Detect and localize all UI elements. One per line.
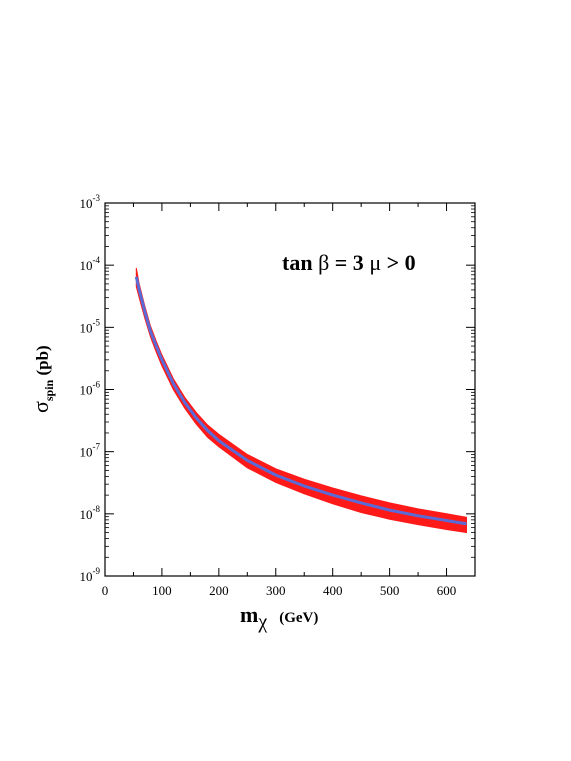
y-tick-base: 10	[80, 320, 93, 335]
annotation-beta: β	[318, 250, 329, 275]
y-tick-label: 10-8	[80, 504, 101, 522]
y-axis-title-sub: spin	[42, 379, 56, 401]
annotation-mu: μ	[369, 250, 381, 275]
plot-area	[134, 267, 467, 534]
x-tick-label: 0	[102, 583, 109, 598]
annotation-gt: > 0	[381, 250, 416, 275]
y-tick-label: 10-6	[80, 380, 101, 398]
x-axis-title-sub: χ	[257, 611, 267, 633]
y-tick-label: 10-3	[80, 193, 101, 211]
y-tick-base: 10	[80, 196, 93, 211]
y-axis-title: σspin (pb)	[28, 345, 56, 413]
y-tick-label: 10-5	[80, 317, 101, 335]
x-tick-label: 600	[437, 583, 457, 598]
y-tick-label: 10-4	[80, 255, 101, 273]
central-line-series	[134, 276, 467, 526]
y-tick-exponent: -5	[93, 317, 101, 327]
y-tick-exponent: -4	[93, 255, 101, 265]
axes: 0 100 200 300 400 500 60010-910-810-710-610-51…	[80, 193, 476, 598]
y-axis-title-main: σ	[28, 401, 53, 413]
y-tick-base: 10	[80, 258, 93, 273]
annotation-tan: tan	[282, 250, 318, 275]
band-series	[135, 267, 467, 534]
y-tick-label: 10-7	[80, 442, 101, 460]
annotation: tan β = 3 μ > 0	[282, 250, 416, 275]
x-tick-label: 400	[323, 583, 343, 598]
y-tick-exponent: -6	[93, 380, 101, 390]
y-tick-base: 10	[80, 569, 93, 584]
y-tick-exponent: -8	[93, 504, 101, 514]
annotation-eq: = 3	[329, 250, 369, 275]
x-axis-title-main: m	[240, 602, 258, 627]
x-tick-label: 200	[209, 583, 229, 598]
y-axis-title-unit: (pb)	[33, 345, 52, 379]
y-tick-base: 10	[80, 445, 93, 460]
y-tick-base: 10	[80, 383, 93, 398]
y-tick-exponent: -3	[93, 193, 101, 203]
y-tick-label: 10-9	[80, 566, 101, 584]
x-tick-label: 100	[152, 583, 172, 598]
x-axis-title: mχ (GeV)	[240, 602, 318, 633]
y-tick-exponent: -9	[93, 566, 101, 576]
x-axis-title-unit: (GeV)	[279, 610, 318, 626]
x-tick-label: 500	[380, 583, 400, 598]
y-tick-exponent: -7	[93, 442, 101, 452]
x-tick-label: 300	[266, 583, 286, 598]
y-tick-base: 10	[80, 507, 93, 522]
